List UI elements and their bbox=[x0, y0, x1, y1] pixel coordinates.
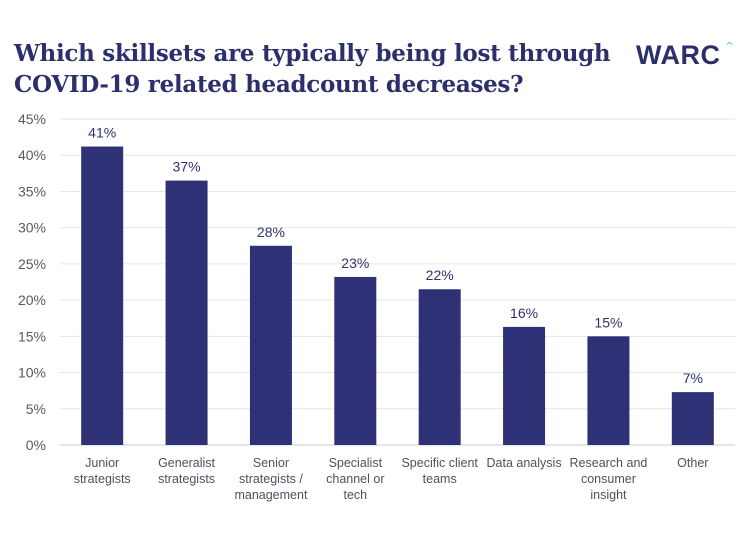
bar bbox=[503, 326, 546, 445]
x-category-label: strategists bbox=[158, 472, 215, 486]
data-label: 15% bbox=[594, 314, 622, 330]
y-tick-label: 30% bbox=[18, 220, 46, 236]
x-category-label: Data analysis bbox=[487, 456, 562, 470]
data-label: 23% bbox=[341, 255, 369, 271]
x-category-label: tech bbox=[343, 488, 367, 502]
y-tick-label: 35% bbox=[18, 183, 46, 199]
x-category-label: Generalist bbox=[158, 456, 215, 470]
x-category-label: Senior bbox=[253, 456, 289, 470]
chart-title: Which skillsets are typically being lost… bbox=[14, 40, 611, 98]
warc-logo-mark-icon: ^ bbox=[725, 40, 735, 53]
data-label: 28% bbox=[257, 224, 285, 240]
x-category-label: Other bbox=[677, 456, 708, 470]
x-category-label: management bbox=[234, 488, 307, 502]
y-tick-label: 5% bbox=[26, 401, 46, 417]
y-tick-label: 45% bbox=[18, 111, 46, 127]
x-category-label: channel or bbox=[326, 472, 384, 486]
data-label: 22% bbox=[426, 267, 454, 283]
y-tick-label: 40% bbox=[18, 147, 46, 163]
data-label: 7% bbox=[683, 370, 703, 386]
x-category-label: consumer bbox=[581, 472, 636, 486]
x-category-label: Specialist bbox=[329, 456, 383, 470]
y-tick-label: 0% bbox=[26, 437, 46, 453]
data-label: 37% bbox=[173, 159, 201, 175]
warc-logo: WARC bbox=[636, 40, 721, 70]
x-category-label: strategists / bbox=[239, 472, 303, 486]
bar bbox=[81, 146, 124, 446]
x-category-label: insight bbox=[590, 488, 627, 502]
x-category-label: teams bbox=[423, 472, 457, 486]
y-tick-label: 20% bbox=[18, 292, 46, 308]
data-label: 16% bbox=[510, 305, 538, 321]
data-label: 41% bbox=[88, 125, 116, 141]
x-category-label: Junior bbox=[85, 456, 119, 470]
x-category-label: strategists bbox=[74, 472, 131, 486]
y-tick-label: 10% bbox=[18, 365, 46, 381]
bar bbox=[334, 276, 377, 445]
bar bbox=[671, 392, 714, 445]
bar bbox=[249, 245, 292, 445]
bar bbox=[587, 336, 630, 445]
x-category-label: Specific client bbox=[401, 456, 478, 470]
bar bbox=[165, 180, 208, 446]
x-category-label: Research and bbox=[570, 456, 648, 470]
y-tick-label: 15% bbox=[18, 328, 46, 344]
y-tick-label: 25% bbox=[18, 256, 46, 272]
bar bbox=[418, 289, 461, 445]
